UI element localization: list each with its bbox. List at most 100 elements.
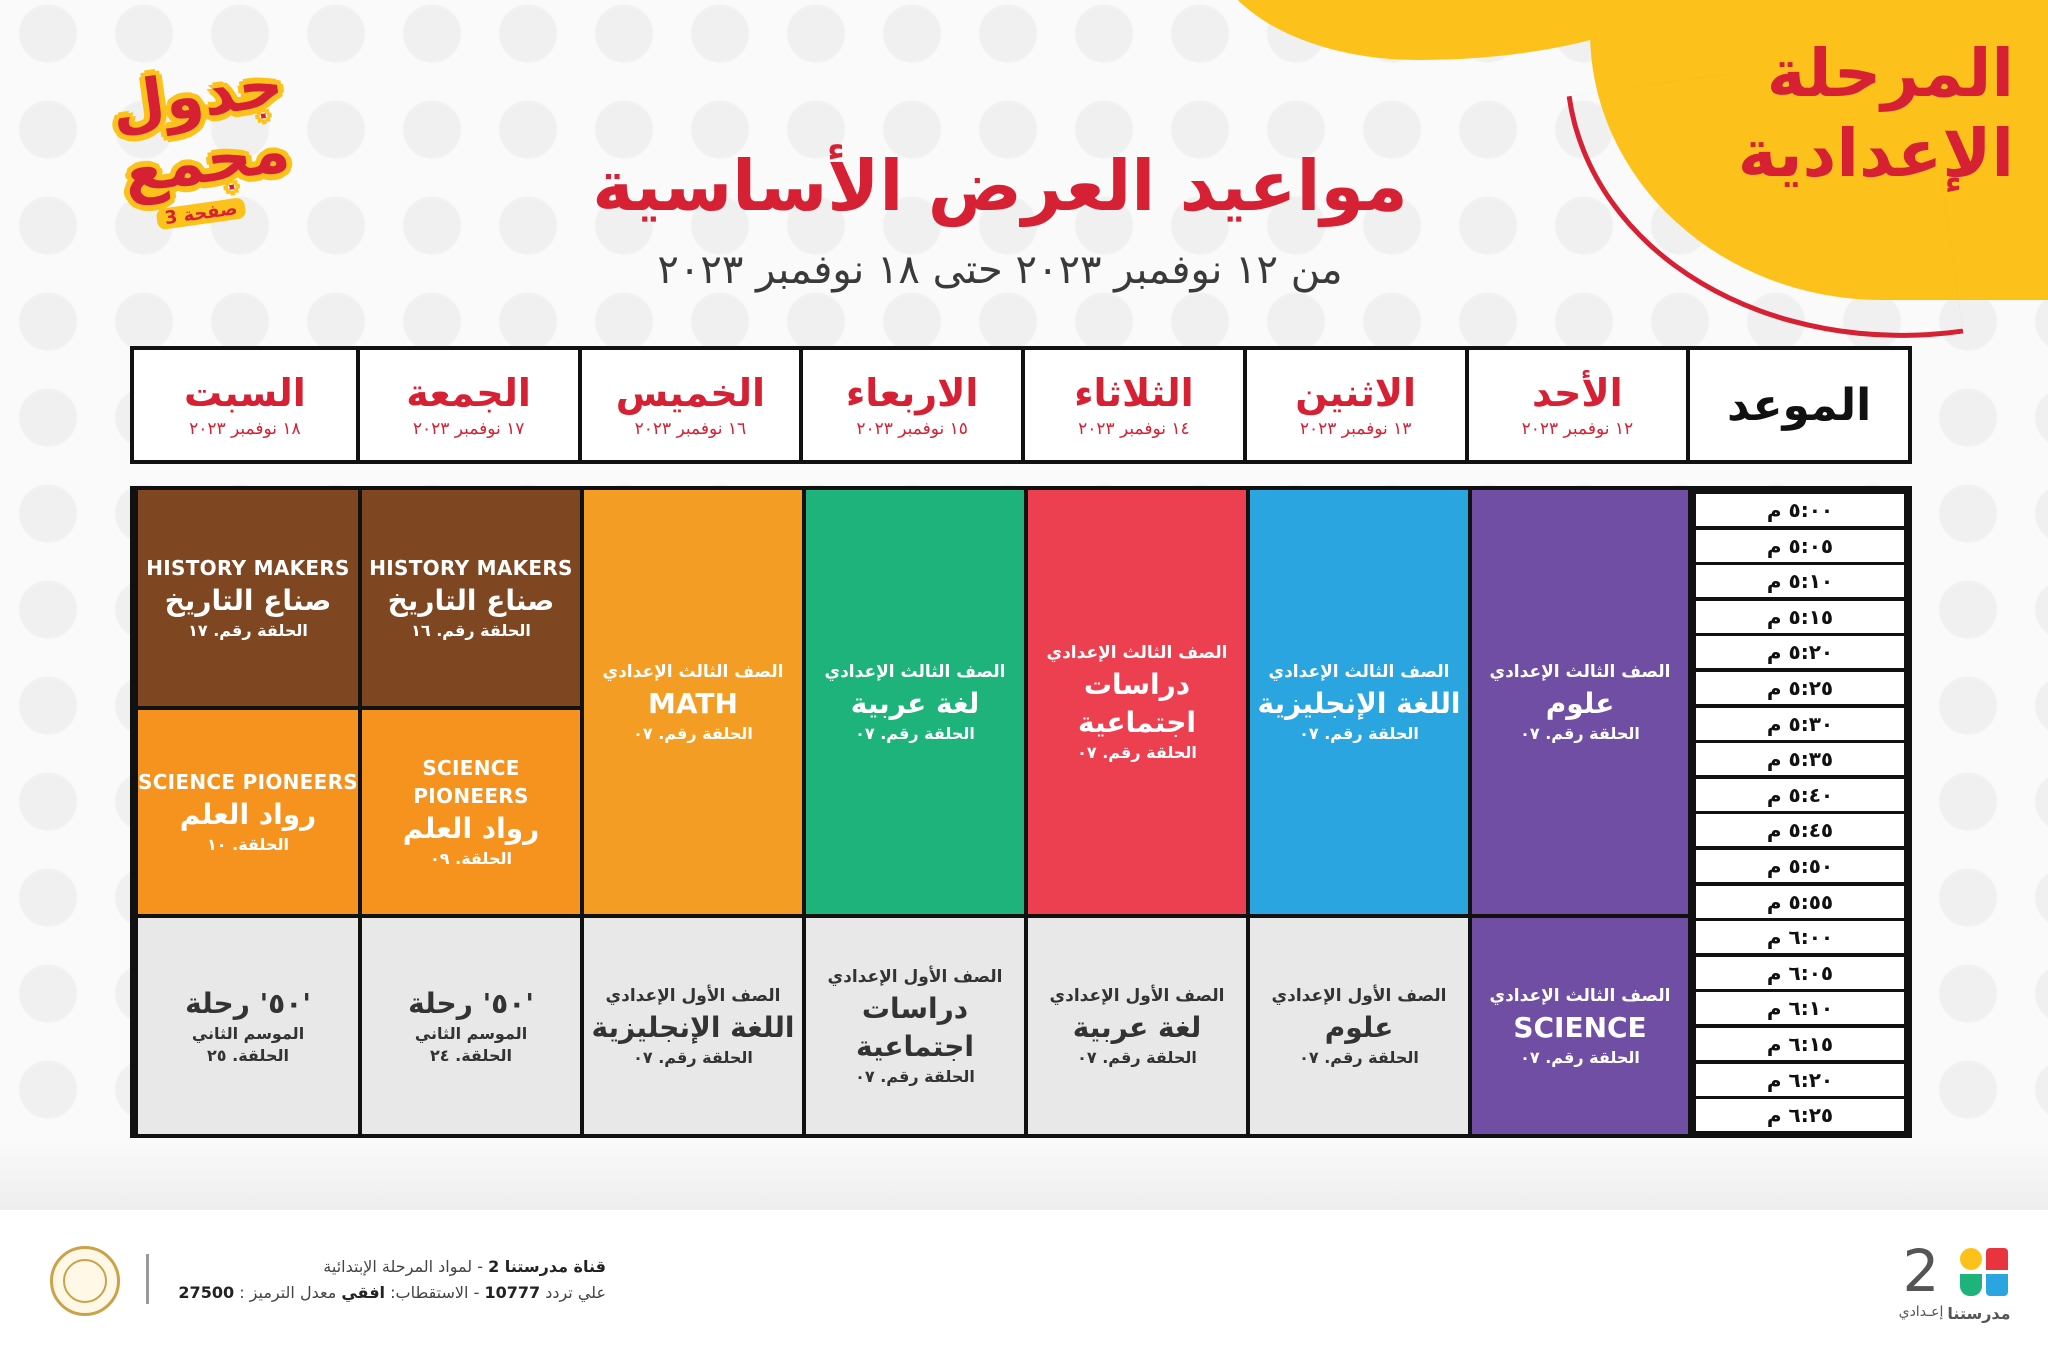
program-subject: اللغة الإنجليزية — [1257, 687, 1461, 720]
program-subject: صناع التاريخ — [387, 584, 555, 617]
time-slot: ٥:٤٥ م — [1696, 814, 1904, 847]
time-slot: ٥:٥٠ م — [1696, 850, 1904, 882]
program-subject: '٥٠' رحلة — [408, 987, 534, 1020]
program-episode: الحلقة رقم. ٠٧ — [1520, 724, 1640, 743]
time-slot: ٦:٢٠ م — [1696, 1063, 1904, 1096]
program-block: الصف الثالث الإعدادي MATH الحلقة رقم. ٠٧ — [584, 490, 802, 914]
day-name: الجمعة — [406, 371, 531, 415]
header-day-friday: الجمعة ١٧ نوفمبر ٢٠٢٣ — [355, 350, 578, 460]
column-wednesday: الصف الثالث الإعدادي لغة عربية الحلقة رق… — [806, 490, 1024, 1134]
program-block: الصف الأول الإعدادي علوم الحلقة رقم. ٠٧ — [1250, 918, 1468, 1134]
column-friday: HISTORY MAKERS صناع التاريخ الحلقة رقم. … — [362, 490, 580, 1134]
logo-subtitle: إعـدادي — [1898, 1304, 1944, 1320]
program-episode: الحلقة رقم. ٠٧ — [855, 724, 975, 743]
program-block-history: HISTORY MAKERS صناع التاريخ الحلقة رقم. … — [138, 490, 358, 706]
program-grade: الصف الثالث الإعدادي — [1489, 662, 1671, 682]
header-time-cell: الموعد — [1686, 350, 1908, 460]
program-block: الصف الثالث الإعدادي دراسات اجتماعية الح… — [1028, 490, 1246, 914]
time-slot: ٥:٤٠ م — [1696, 778, 1904, 811]
program-block-history: HISTORY MAKERS صناع التاريخ الحلقة رقم. … — [362, 490, 580, 706]
combined-schedule-badge: جدول مجمع صفحة 3 — [59, 44, 351, 260]
header-day-sunday: الأحد ١٢ نوفمبر ٢٠٢٣ — [1464, 350, 1687, 460]
frequency-label: علي تردد — [545, 1283, 606, 1302]
program-block-science: SCIENCE PIONEERS رواد العلم الحلقة. ١٠ — [138, 710, 358, 914]
program-subject: SCIENCE — [1513, 1011, 1647, 1044]
footer-shade — [0, 1140, 2048, 1210]
header-day-monday: الاثنين ١٣ نوفمبر ٢٠٢٣ — [1242, 350, 1465, 460]
column-thursday: الصف الثالث الإعدادي MATH الحلقة رقم. ٠٧… — [584, 490, 802, 1134]
day-date: ١٢ نوفمبر ٢٠٢٣ — [1521, 419, 1634, 439]
program-episode: الحلقة رقم. ٠٧ — [1520, 1048, 1640, 1067]
day-name: الخميس — [615, 371, 766, 415]
day-date: ١٧ نوفمبر ٢٠٢٣ — [412, 419, 525, 439]
day-name: الأحد — [1532, 371, 1623, 415]
program-block: الصف الأول الإعدادي دراسات اجتماعية الحل… — [806, 918, 1024, 1134]
symbol-rate-label: معدل الترميز : — [239, 1283, 337, 1302]
header-day-wednesday: الاربعاء ١٥ نوفمبر ٢٠٢٣ — [799, 350, 1021, 460]
program-subject: دراسات اجتماعية — [855, 992, 975, 1063]
footer-divider — [146, 1254, 149, 1304]
polarization-label: - الاستقطاب: — [390, 1283, 480, 1302]
page-title: مواعيد العرض الأساسية — [592, 145, 1408, 227]
symbol-rate-value: 27500 — [178, 1283, 235, 1302]
program-subject: رواد العلم — [179, 798, 317, 831]
column-monday: الصف الثالث الإعدادي اللغة الإنجليزية ال… — [1250, 490, 1468, 1134]
program-english-title: HISTORY MAKERS — [146, 556, 350, 580]
program-block: الصف الثالث الإعدادي اللغة الإنجليزية ال… — [1250, 490, 1468, 914]
footer: قناة مدرستنا 2 - لمواد المرحلة الإبتدائي… — [0, 1210, 2048, 1367]
program-episode: الحلقة رقم. ٠٧ — [1077, 1048, 1197, 1067]
program-episode: الحلقة رقم. ٠٧ — [855, 1067, 975, 1086]
schedule-header: الموعد الأحد ١٢ نوفمبر ٢٠٢٣ الاثنين ١٣ ن… — [130, 346, 1912, 464]
time-slot: ٥:١٠ م — [1696, 565, 1904, 598]
column-saturday: HISTORY MAKERS صناع التاريخ الحلقة رقم. … — [138, 490, 358, 1134]
time-slot: ٥:٥٥ م — [1696, 885, 1904, 918]
day-name: الثلاثاء — [1074, 371, 1194, 415]
time-slot: ٥:٣٠ م — [1696, 707, 1904, 740]
program-episode: الحلقة رقم. ١٧ — [188, 621, 308, 640]
program-episode: الحلقة. ٢٥ — [207, 1046, 289, 1065]
header-day-tuesday: الثلاثاء ١٤ نوفمبر ٢٠٢٣ — [1021, 350, 1243, 460]
program-english-title: SCIENCE PIONEERS — [413, 756, 529, 808]
madrasatna-logo-icon — [1956, 1248, 2008, 1300]
program-episode: الحلقة. ١٠ — [207, 835, 289, 854]
program-episode: الحلقة رقم. ٠٧ — [1299, 724, 1419, 743]
program-season: الموسم الثاني — [414, 1024, 528, 1043]
day-date: ١٤ نوفمبر ٢٠٢٣ — [1078, 419, 1190, 439]
logo-name: مدرستنا — [1947, 1304, 2011, 1323]
time-slot: ٦:٢٥ م — [1696, 1099, 1904, 1132]
program-subject: دراسات اجتماعية — [1077, 668, 1197, 739]
header-time-label: الموعد — [1727, 379, 1872, 431]
program-block: الصف الأول الإعدادي لغة عربية الحلقة رقم… — [1028, 918, 1246, 1134]
program-grade: الصف الأول الإعدادي — [827, 967, 1003, 987]
program-episode: الحلقة رقم. ٠٧ — [633, 1048, 753, 1067]
program-grade: الصف الثالث الإعدادي — [1268, 662, 1450, 682]
program-block-trip: '٥٠' رحلة الموسم الثاني الحلقة. ٢٤ — [362, 918, 580, 1134]
day-date: ١٦ نوفمبر ٢٠٢٣ — [634, 419, 747, 439]
program-grade: الصف الأول الإعدادي — [1049, 986, 1225, 1006]
frequency-value: 10777 — [484, 1283, 541, 1302]
program-block-science: SCIENCE PIONEERS رواد العلم الحلقة. ٠٩ — [362, 710, 580, 914]
program-english-title: HISTORY MAKERS — [369, 556, 573, 580]
program-subject: علوم — [1545, 687, 1615, 720]
program-episode: الحلقة رقم. ١٦ — [411, 621, 531, 640]
header-day-thursday: الخميس ١٦ نوفمبر ٢٠٢٣ — [577, 350, 800, 460]
program-english-title: SCIENCE PIONEERS — [138, 770, 358, 794]
program-subject: رواد العلم — [402, 812, 540, 845]
stage-title-line1: المرحلة — [1766, 35, 2014, 112]
program-episode: الحلقة رقم. ٠٧ — [1077, 743, 1197, 762]
time-slot: ٥:١٥ م — [1696, 600, 1904, 633]
header-day-saturday: السبت ١٨ نوفمبر ٢٠٢٣ — [134, 350, 356, 460]
program-subject: MATH — [648, 687, 738, 720]
day-date: ١٣ نوفمبر ٢٠٢٣ — [1299, 419, 1412, 439]
program-episode: الحلقة. ٠٩ — [430, 849, 512, 868]
time-slot: ٥:٣٥ م — [1696, 743, 1904, 776]
time-slot: ٥:٢٥ م — [1696, 672, 1904, 704]
program-episode: الحلقة رقم. ٠٧ — [633, 724, 753, 743]
logo-number: 2 — [1902, 1237, 1940, 1305]
program-block: الصف الثالث الإعدادي لغة عربية الحلقة رق… — [806, 490, 1024, 914]
time-column: ٥:٠٠ م ٥:٠٥ م ٥:١٠ م ٥:١٥ م ٥:٢٠ م ٥:٢٥ م ٥:٣٠… — [1692, 490, 1908, 1134]
program-subject: لغة عربية — [1072, 1011, 1202, 1044]
program-subject: صناع التاريخ — [164, 584, 332, 617]
program-block: الصف الثالث الإعدادي علوم الحلقة رقم. ٠٧ — [1472, 490, 1688, 914]
program-subject: '٥٠' رحلة — [185, 987, 311, 1020]
